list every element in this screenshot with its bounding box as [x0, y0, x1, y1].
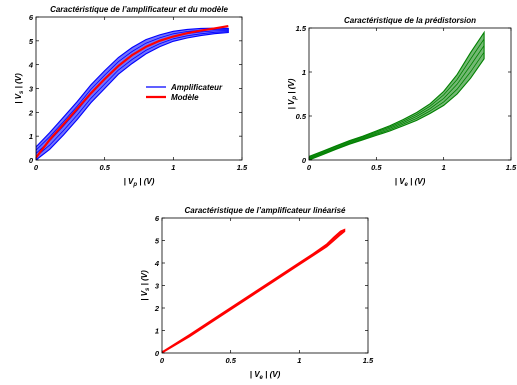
y-tick-label: 1.5 — [296, 24, 307, 33]
x-tick-label: 1 — [442, 163, 446, 172]
y-axis-label: | Vs | (V) — [140, 270, 151, 301]
series-trace-1-trace-1 — [309, 51, 485, 160]
y-tick-label: 0 — [155, 349, 160, 358]
y-axis-label: | Vs | (V) — [14, 73, 25, 104]
y-tick-label: 3 — [29, 85, 34, 94]
x-axis-label: | Ve | (V) — [250, 370, 281, 381]
y-tick-label: 2 — [28, 108, 34, 117]
x-axis-label-unit: | (V) — [263, 370, 281, 379]
x-axis-label: | Vp | (V) — [124, 177, 155, 188]
x-axis-label-main: | V — [395, 177, 405, 186]
x-axis-label-subscript: p — [132, 182, 137, 188]
x-axis-label-unit: | (V) — [408, 177, 426, 186]
x-tick-label: 1 — [171, 163, 175, 172]
y-tick-label: 5 — [29, 37, 34, 46]
x-tick-label: 1.5 — [363, 356, 374, 365]
chart-title: Caractéristique de l’amplificateur linéa… — [185, 206, 347, 215]
legend-label-modèle: Modèle — [171, 93, 199, 102]
y-tick-label: 6 — [29, 13, 34, 22]
x-tick-label: 0 — [307, 163, 312, 172]
y-axis-label-subscript: s — [145, 287, 151, 291]
y-tick-label: 6 — [155, 214, 160, 223]
y-axis-label-main: | V — [140, 290, 149, 300]
y-axis-label-main: | V — [14, 93, 23, 103]
x-axis-label-main: | V — [124, 177, 134, 186]
x-tick-label: 0.5 — [225, 356, 236, 365]
y-tick-label: 5 — [155, 237, 160, 246]
series-group — [162, 228, 346, 353]
plot-frame — [308, 27, 512, 161]
legend-label-amplificateur: Amplificateur — [170, 83, 223, 92]
y-axis-label-unit: | (V) — [14, 73, 23, 91]
y-tick-label: 0 — [302, 156, 307, 165]
series-amplificateur-band — [36, 27, 229, 160]
chart-panel-2: Caractéristique de la prédistorsion 0 0.5 1… — [287, 16, 517, 188]
series-trace-1-trace-3 — [309, 38, 485, 158]
y-axis-label: | Vp | (V) — [287, 78, 298, 109]
y-tick-label: 1 — [302, 68, 306, 77]
y-tick-label: 4 — [28, 61, 34, 70]
x-tick-label: 1.5 — [506, 163, 517, 172]
x-axis-label-main: | V — [250, 370, 260, 379]
series-trace-1-band — [309, 30, 485, 160]
x-axis-label-subscript: e — [260, 375, 264, 381]
series-group — [309, 30, 485, 160]
y-axis-label-subscript: s — [19, 90, 25, 94]
x-tick-label: 0.5 — [99, 163, 110, 172]
y-tick-label: 4 — [154, 259, 160, 268]
series-trace-1-band — [162, 228, 346, 353]
series-group — [36, 25, 229, 160]
x-axis-label-unit: | (V) — [137, 177, 155, 186]
x-tick-label: 1 — [297, 356, 301, 365]
chart-title: Caractéristique de la prédistorsion — [344, 16, 476, 25]
y-tick-label: 0.5 — [296, 112, 307, 121]
y-axis-label-unit: | (V) — [140, 270, 149, 288]
x-axis-label-subscript: e — [405, 182, 409, 188]
y-axis-label-unit: | (V) — [287, 78, 296, 96]
x-tick-label: 0.5 — [371, 163, 382, 172]
x-axis-label: | Ve | (V) — [395, 177, 426, 188]
series-amplificateur-trace-1 — [36, 31, 229, 158]
chart-title: Caractéristique de l’amplificateur et du… — [50, 5, 228, 14]
y-axis-label-main: | V — [287, 99, 296, 109]
series-trace-1-trace-2 — [309, 45, 485, 159]
series-trace-1-trace-3 — [162, 229, 345, 353]
y-axis-label-subscript: p — [292, 96, 298, 101]
x-tick-label: 0 — [160, 356, 165, 365]
y-tick-label: 1 — [155, 327, 159, 336]
x-tick-label: 1.5 — [237, 163, 248, 172]
x-tick-label: 0 — [34, 163, 39, 172]
y-tick-label: 2 — [154, 304, 160, 313]
series-trace-1-trace-1 — [162, 230, 345, 353]
chart-panel-3: Caractéristique de l’amplificateur linéa… — [140, 206, 374, 381]
y-tick-label: 1 — [29, 132, 33, 141]
y-tick-label: 0 — [29, 156, 34, 165]
series-trace-1-trace-2 — [162, 230, 345, 353]
y-tick-label: 3 — [155, 282, 160, 291]
series-modèle-line — [36, 25, 229, 159]
chart-panel-1: Caractéristique de l’amplificateur et du… — [14, 5, 248, 188]
